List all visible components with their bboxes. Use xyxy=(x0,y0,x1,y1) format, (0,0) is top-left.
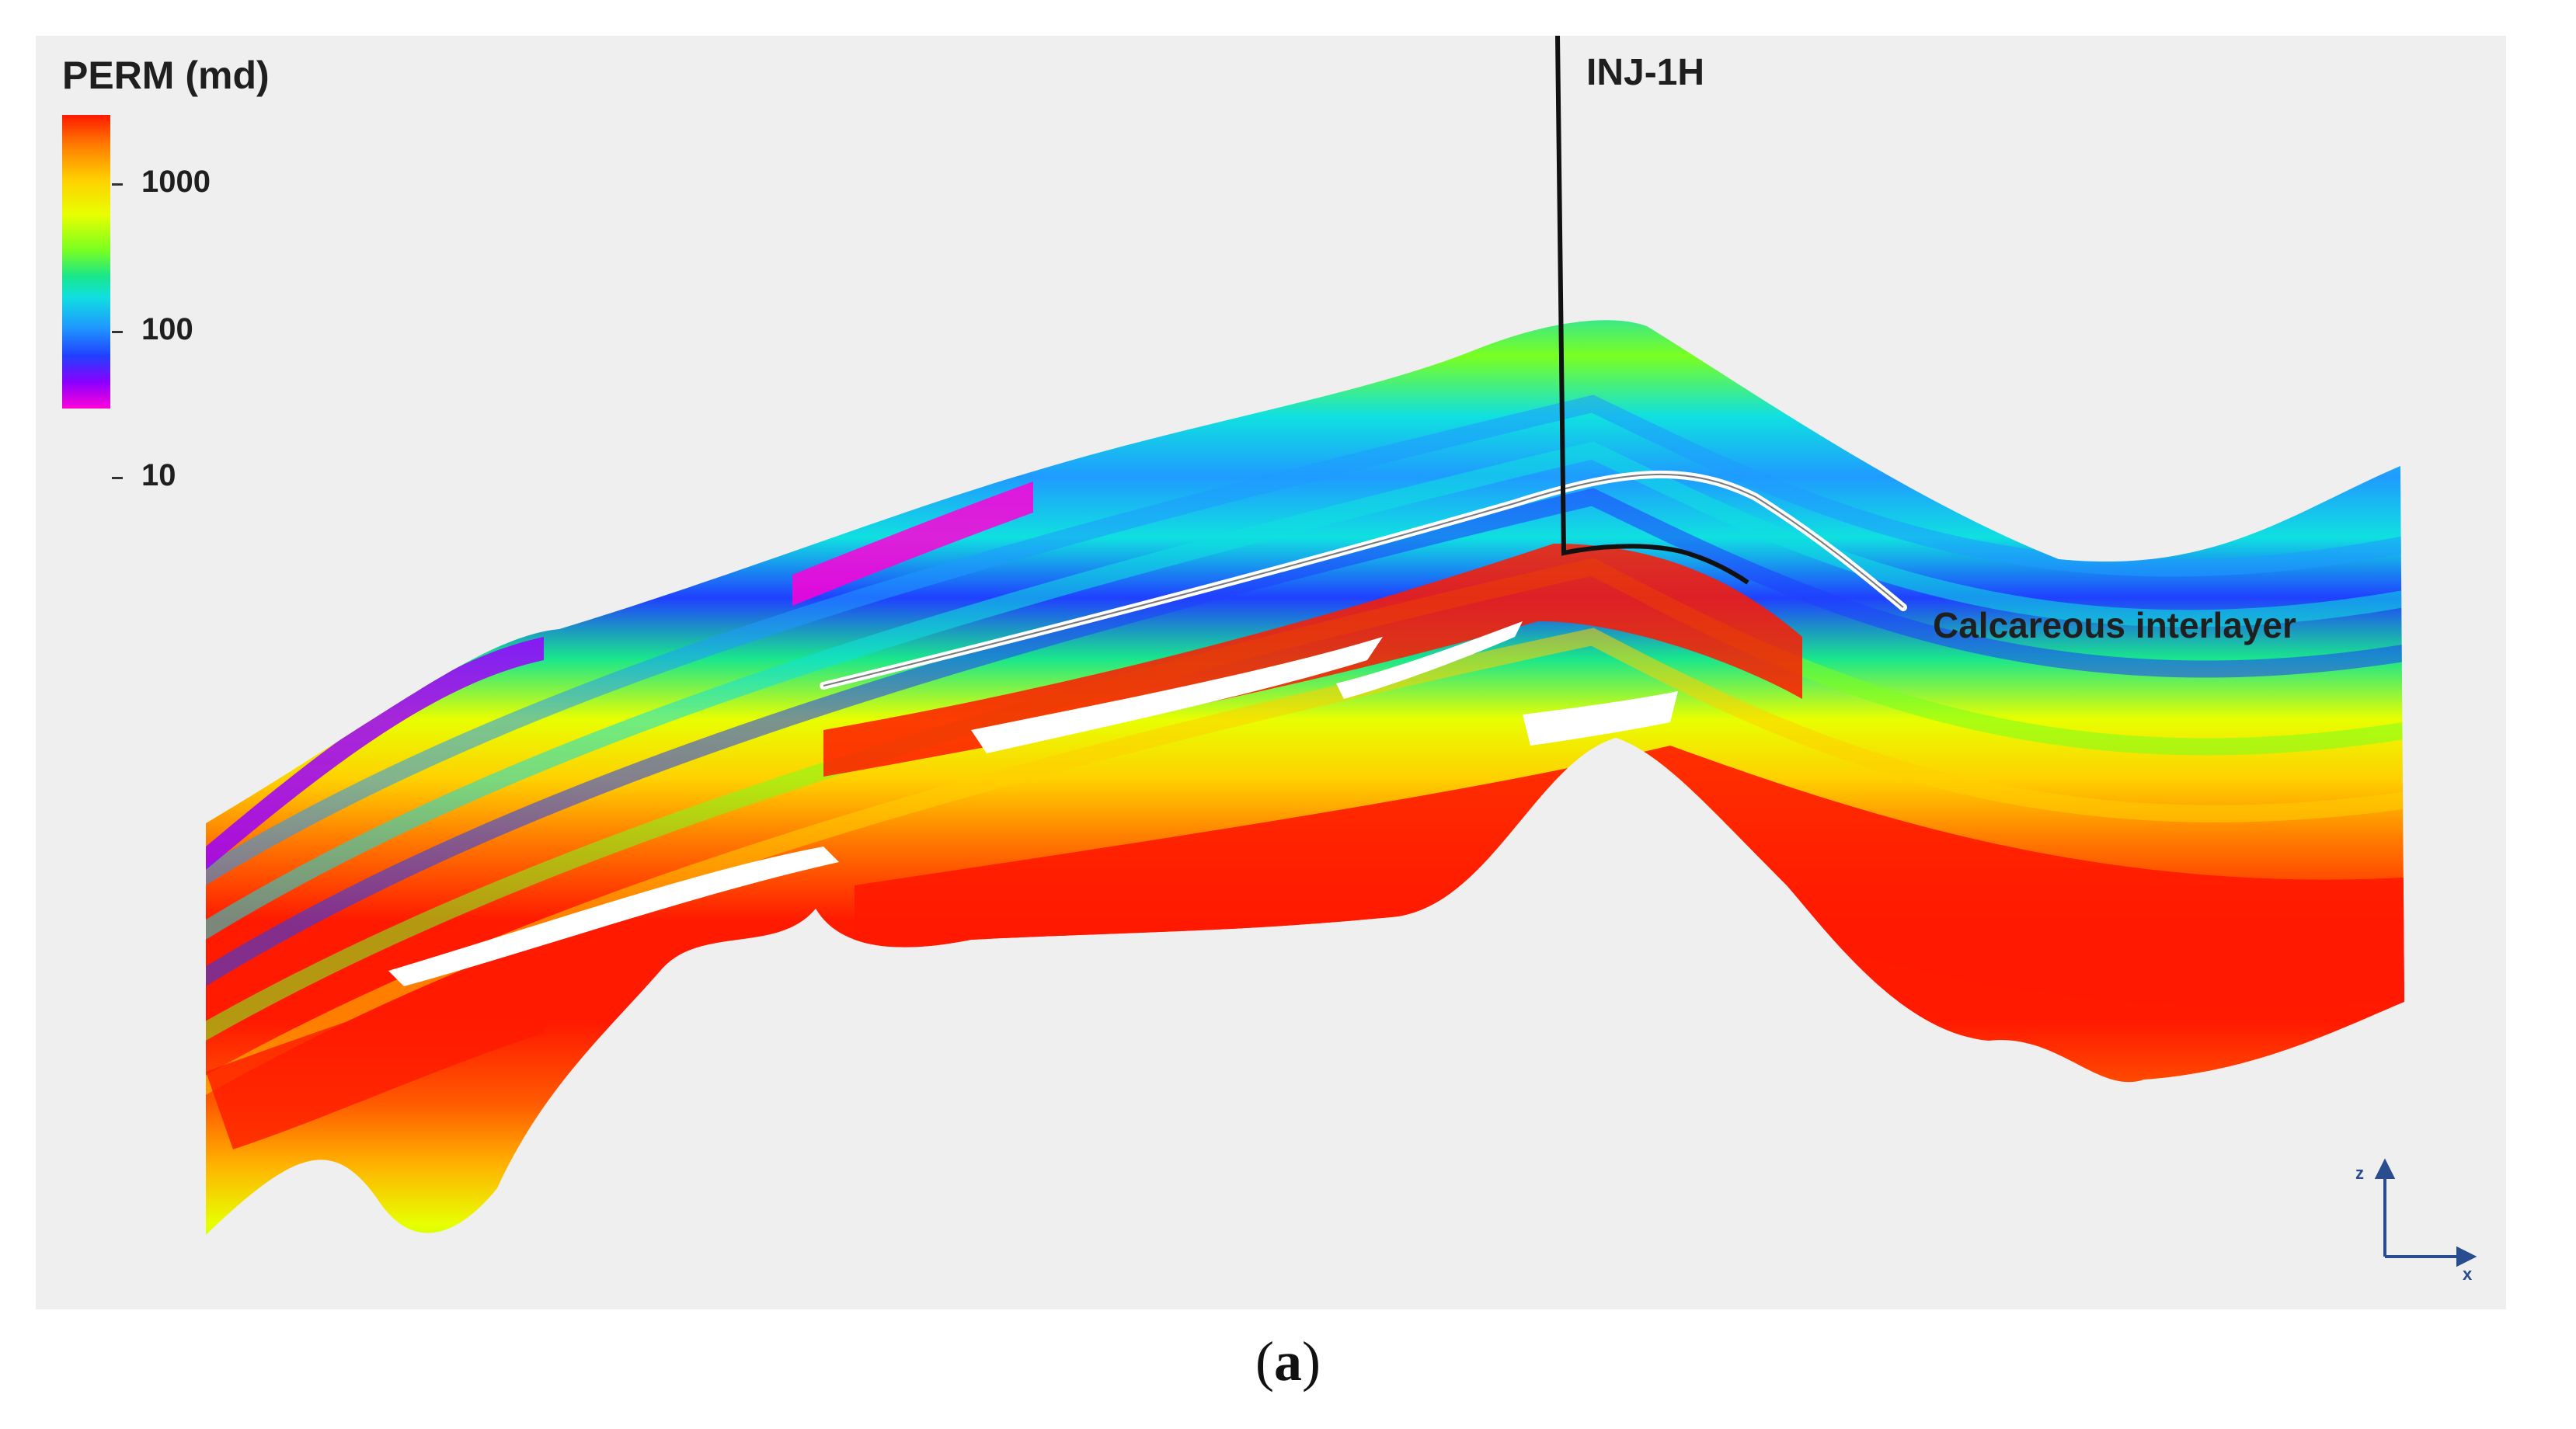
legend-label-100: 100 xyxy=(141,312,193,346)
legend-tick-10 xyxy=(112,477,123,479)
legend-colorbar xyxy=(62,115,110,409)
figure-caption: (a) xyxy=(0,1330,2576,1394)
well-label: INJ-1H xyxy=(1586,52,1705,93)
axis-triad-icon xyxy=(2374,1158,2477,1267)
legend-label-1000: 1000 xyxy=(141,165,211,199)
axis-x-label: x xyxy=(2463,1264,2473,1284)
caption-close: ) xyxy=(1302,1330,1321,1392)
caption-open: ( xyxy=(1255,1330,1274,1392)
legend-title: PERM (md) xyxy=(62,54,270,97)
axis-z-label: z xyxy=(2355,1163,2364,1183)
permeability-legend: PERM (md) 1000 100 10 xyxy=(54,47,334,492)
caption-letter: a xyxy=(1274,1330,1302,1392)
legend-label-10: 10 xyxy=(141,458,176,492)
inactive-cells xyxy=(388,621,1678,986)
legend-tick-1000 xyxy=(112,183,123,186)
legend-tick-100 xyxy=(112,331,123,333)
interlayer-label: Calcareous interlayer xyxy=(1933,605,2296,645)
permeability-layers xyxy=(206,320,2404,1236)
well-trajectory xyxy=(1555,35,1749,585)
